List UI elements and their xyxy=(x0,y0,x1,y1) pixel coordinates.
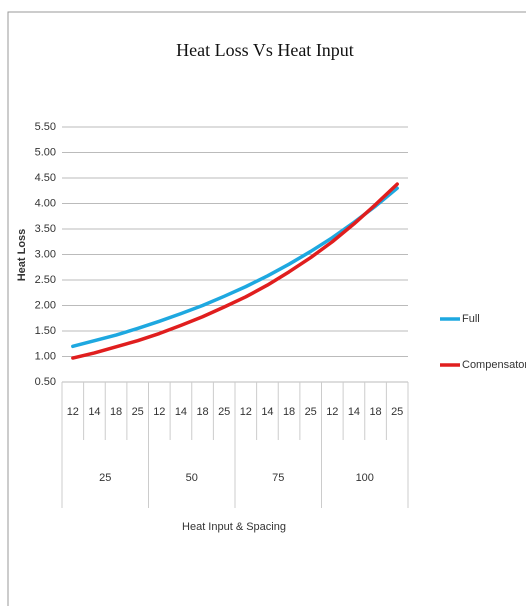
x-tick-label: 25 xyxy=(305,406,317,418)
chart-frame xyxy=(7,11,526,606)
x-tick-label: 12 xyxy=(240,406,252,418)
y-tick-label: 1.00 xyxy=(35,350,56,362)
x-tick-label: 14 xyxy=(261,406,273,418)
x-tick-label: 25 xyxy=(218,406,230,418)
x-tick-label: 25 xyxy=(391,406,403,418)
y-tick-label: 5.50 xyxy=(35,121,56,133)
x-tick-label: 12 xyxy=(326,406,338,418)
y-tick-label: 5.00 xyxy=(35,146,56,158)
x-tick-label: 14 xyxy=(88,406,100,418)
x-group-label: 50 xyxy=(186,472,198,484)
x-tick-label: 18 xyxy=(196,406,208,418)
legend-label: Compensatory xyxy=(462,359,526,371)
y-tick-label: 4.50 xyxy=(35,172,56,184)
x-tick-label: 18 xyxy=(369,406,381,418)
y-tick-label: 0.50 xyxy=(35,376,56,388)
y-tick-label: 3.00 xyxy=(35,248,56,260)
series-line xyxy=(71,182,399,360)
x-tick-label: 14 xyxy=(175,406,187,418)
y-axis-title: Heat Loss xyxy=(16,229,28,282)
chart-title: Heat Loss Vs Heat Input xyxy=(176,40,354,60)
y-tick-label: 3.50 xyxy=(35,223,56,235)
x-tick-label: 14 xyxy=(348,406,360,418)
series-line xyxy=(71,186,399,349)
x-tick-label: 12 xyxy=(153,406,165,418)
y-tick-label: 1.50 xyxy=(35,325,56,337)
x-group-label: 100 xyxy=(356,472,374,484)
y-tick-label: 2.50 xyxy=(35,274,56,286)
x-tick-label: 18 xyxy=(283,406,295,418)
x-tick-label: 18 xyxy=(110,406,122,418)
y-tick-label: 2.00 xyxy=(35,299,56,311)
y-tick-label: 4.00 xyxy=(35,197,56,209)
x-axis-title: Heat Input & Spacing xyxy=(182,521,286,533)
x-group-label: 25 xyxy=(99,472,111,484)
x-group-label: 75 xyxy=(272,472,284,484)
legend-label: Full xyxy=(462,313,480,325)
x-tick-label: 25 xyxy=(132,406,144,418)
x-tick-label: 12 xyxy=(67,406,79,418)
